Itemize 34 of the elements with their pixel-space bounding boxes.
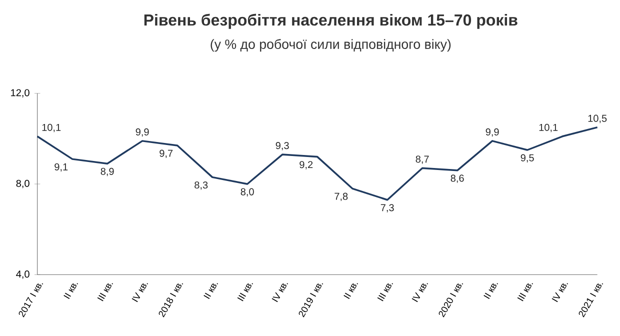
data-label: 7,3 (380, 204, 394, 212)
x-tick-label: II кв. (64, 283, 78, 299)
data-label: 10,5 (588, 114, 607, 124)
chart-subtitle: (у % до робочої сили відповідного віку) (210, 39, 451, 52)
y-tick-label: 12,0 (11, 89, 30, 98)
data-label: 8,9 (100, 168, 114, 176)
data-label: 9,5 (520, 154, 534, 163)
x-tick-label: IV кв. (132, 283, 148, 302)
y-tick-label: 4,0 (16, 270, 30, 279)
data-label: 8,3 (194, 181, 208, 190)
data-label: 9,2 (300, 161, 313, 170)
x-tick-label: III кв. (237, 283, 254, 302)
data-label: 7,8 (334, 192, 348, 202)
data-label: 9,9 (136, 128, 149, 137)
x-tick-label: IV кв. (412, 283, 428, 302)
x-tick-label: II кв. (204, 283, 218, 299)
data-label: 8,0 (240, 188, 254, 197)
x-tick-label: III кв. (517, 283, 534, 302)
data-label: 8,7 (416, 156, 429, 164)
data-label: 10,1 (42, 124, 61, 132)
x-tick-label: III кв. (377, 283, 394, 302)
x-tick-label: II кв. (484, 283, 498, 299)
data-label: 10,1 (539, 124, 558, 132)
x-tick-label: IV кв. (272, 283, 288, 302)
x-tick-label: IV кв. (552, 283, 568, 302)
x-tick-label: III кв. (97, 283, 114, 302)
data-label: 9,7 (160, 150, 173, 158)
y-tick-label: 8,0 (16, 180, 30, 188)
data-label: 9,9 (486, 128, 499, 137)
x-tick-label: II кв. (344, 283, 358, 299)
data-label: 9,1 (54, 163, 68, 172)
chart-title: Рівень безробіття населення віком 15–70 років (144, 14, 518, 29)
data-label: 8,6 (450, 174, 464, 183)
data-label: 9,3 (276, 142, 289, 150)
